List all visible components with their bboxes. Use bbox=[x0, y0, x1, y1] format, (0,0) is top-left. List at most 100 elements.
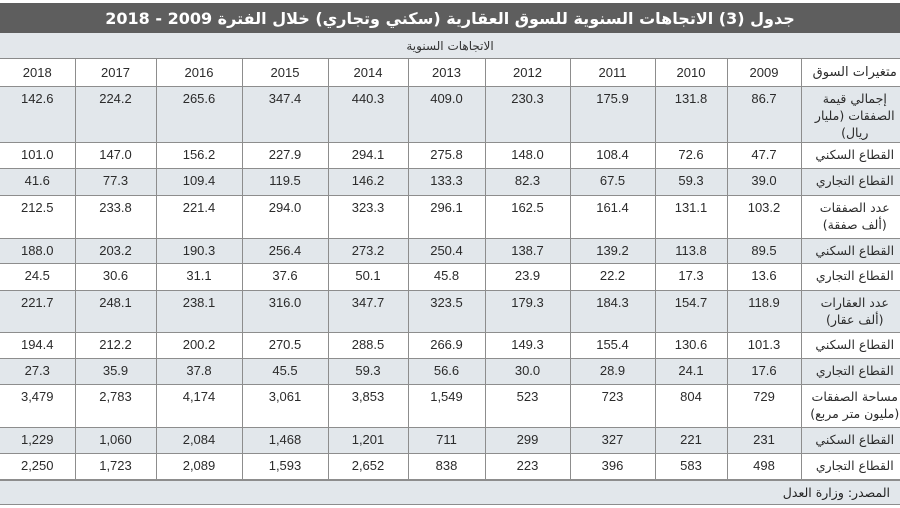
table-title: جدول (3) الاتجاهات السنوية للسوق العقاري… bbox=[0, 3, 900, 33]
value-cell: 67.5 bbox=[569, 167, 656, 196]
value-cell: 13.6 bbox=[726, 262, 802, 291]
value-cell: 59.3 bbox=[327, 357, 409, 385]
value-cell: 194.4 bbox=[0, 331, 76, 359]
value-cell: 118.9 bbox=[726, 289, 802, 333]
value-cell: 221 bbox=[654, 426, 728, 454]
value-cell: 131.1 bbox=[654, 194, 728, 239]
value-cell: 275.8 bbox=[407, 141, 486, 169]
row-label: القطاع السكني bbox=[800, 426, 900, 454]
value-cell: 27.3 bbox=[0, 357, 76, 385]
value-cell: 266.9 bbox=[407, 331, 486, 359]
value-cell: 101.3 bbox=[726, 331, 802, 359]
value-cell: 2,250 bbox=[0, 452, 76, 480]
value-cell: 188.0 bbox=[0, 237, 76, 264]
value-cell: 59.3 bbox=[654, 167, 728, 196]
value-cell: 233.8 bbox=[74, 194, 157, 239]
source-text: المصدر: وزارة العدل bbox=[782, 485, 890, 500]
value-cell: 184.3 bbox=[569, 289, 656, 333]
value-cell: 212.2 bbox=[74, 331, 157, 359]
value-cell: 17.3 bbox=[654, 262, 728, 291]
value-cell: 147.0 bbox=[74, 141, 157, 169]
source-note: المصدر: وزارة العدل bbox=[0, 480, 900, 505]
table-row: 212.5 233.8 221.4 294.0 323.3 296.1 162.5 161.4… bbox=[0, 194, 900, 239]
value-cell: 101.0 bbox=[0, 141, 76, 169]
value-cell: 723 bbox=[569, 383, 656, 428]
value-cell: 37.6 bbox=[241, 262, 329, 291]
value-cell: 3,061 bbox=[241, 383, 329, 428]
year-header: 2017 bbox=[74, 59, 157, 87]
year-header: 2010 bbox=[654, 59, 728, 87]
value-cell: 523 bbox=[484, 383, 571, 428]
year-header: 2016 bbox=[155, 59, 243, 87]
table-row: 27.3 35.9 37.8 45.5 59.3 56.6 30.0 28.9 24.1 17.6… bbox=[0, 357, 900, 385]
year-header: 2011 bbox=[569, 59, 656, 87]
value-cell: 583 bbox=[654, 452, 728, 480]
value-cell: 296.1 bbox=[407, 194, 486, 239]
value-cell: 77.3 bbox=[74, 167, 157, 196]
value-cell: 133.3 bbox=[407, 167, 486, 196]
table-row: 101.0 147.0 156.2 227.9 294.1 275.8 148.0 108.4… bbox=[0, 141, 900, 169]
row-label: مساحة الصفقات (مليون متر مربع) bbox=[800, 383, 900, 428]
row-label: القطاع السكني bbox=[800, 141, 900, 169]
value-cell: 130.6 bbox=[654, 331, 728, 359]
value-cell: 175.9 bbox=[569, 85, 656, 143]
table-row: 2,250 1,723 2,089 1,593 2,652 838 223 396 583 498… bbox=[0, 452, 900, 480]
value-cell: 256.4 bbox=[241, 237, 329, 264]
subheader: الاتجاهات السنوية bbox=[0, 33, 900, 59]
value-cell: 200.2 bbox=[155, 331, 243, 359]
value-cell: 729 bbox=[726, 383, 802, 428]
value-cell: 1,593 bbox=[241, 452, 329, 480]
value-cell: 440.3 bbox=[327, 85, 409, 143]
year-header: 2015 bbox=[241, 59, 329, 87]
value-cell: 45.5 bbox=[241, 357, 329, 385]
value-cell: 316.0 bbox=[241, 289, 329, 333]
value-cell: 22.2 bbox=[569, 262, 656, 291]
value-cell: 347.7 bbox=[327, 289, 409, 333]
table-row: 142.6 224.2 265.6 347.4 440.3 409.0 230.3 175.9… bbox=[0, 85, 900, 143]
value-cell: 139.2 bbox=[569, 237, 656, 264]
value-cell: 288.5 bbox=[327, 331, 409, 359]
value-cell: 131.8 bbox=[654, 85, 728, 143]
value-cell: 1,549 bbox=[407, 383, 486, 428]
value-cell: 327 bbox=[569, 426, 656, 454]
value-cell: 154.7 bbox=[654, 289, 728, 333]
value-cell: 231 bbox=[726, 426, 802, 454]
value-cell: 4,174 bbox=[155, 383, 243, 428]
value-cell: 323.5 bbox=[407, 289, 486, 333]
value-cell: 47.7 bbox=[726, 141, 802, 169]
value-cell: 156.2 bbox=[155, 141, 243, 169]
value-cell: 2,783 bbox=[74, 383, 157, 428]
year-header: 2018 bbox=[0, 59, 76, 87]
value-cell: 179.3 bbox=[484, 289, 571, 333]
value-cell: 711 bbox=[407, 426, 486, 454]
value-cell: 149.3 bbox=[484, 331, 571, 359]
value-cell: 265.6 bbox=[155, 85, 243, 143]
value-cell: 190.3 bbox=[155, 237, 243, 264]
value-cell: 223 bbox=[484, 452, 571, 480]
value-cell: 56.6 bbox=[407, 357, 486, 385]
year-header: 2014 bbox=[327, 59, 409, 87]
value-cell: 82.3 bbox=[484, 167, 571, 196]
value-cell: 1,229 bbox=[0, 426, 76, 454]
value-cell: 30.0 bbox=[484, 357, 571, 385]
value-cell: 221.7 bbox=[0, 289, 76, 333]
value-cell: 89.5 bbox=[726, 237, 802, 264]
value-cell: 1,201 bbox=[327, 426, 409, 454]
value-cell: 24.1 bbox=[654, 357, 728, 385]
value-cell: 221.4 bbox=[155, 194, 243, 239]
value-cell: 155.4 bbox=[569, 331, 656, 359]
table-row: 1,229 1,060 2,084 1,468 1,201 711 299 327 221 231… bbox=[0, 426, 900, 454]
value-cell: 396 bbox=[569, 452, 656, 480]
year-header: 2009 bbox=[726, 59, 802, 87]
value-cell: 250.4 bbox=[407, 237, 486, 264]
table-row: 194.4 212.2 200.2 270.5 288.5 266.9 149.3 155.4… bbox=[0, 331, 900, 359]
value-cell: 1,468 bbox=[241, 426, 329, 454]
value-cell: 72.6 bbox=[654, 141, 728, 169]
value-cell: 273.2 bbox=[327, 237, 409, 264]
year-header: 2013 bbox=[407, 59, 486, 87]
value-cell: 103.2 bbox=[726, 194, 802, 239]
value-cell: 294.0 bbox=[241, 194, 329, 239]
data-table: 2018 2017 2016 2015 2014 2013 2012 2011 2010 2009… bbox=[0, 59, 900, 480]
value-cell: 45.8 bbox=[407, 262, 486, 291]
value-cell: 270.5 bbox=[241, 331, 329, 359]
